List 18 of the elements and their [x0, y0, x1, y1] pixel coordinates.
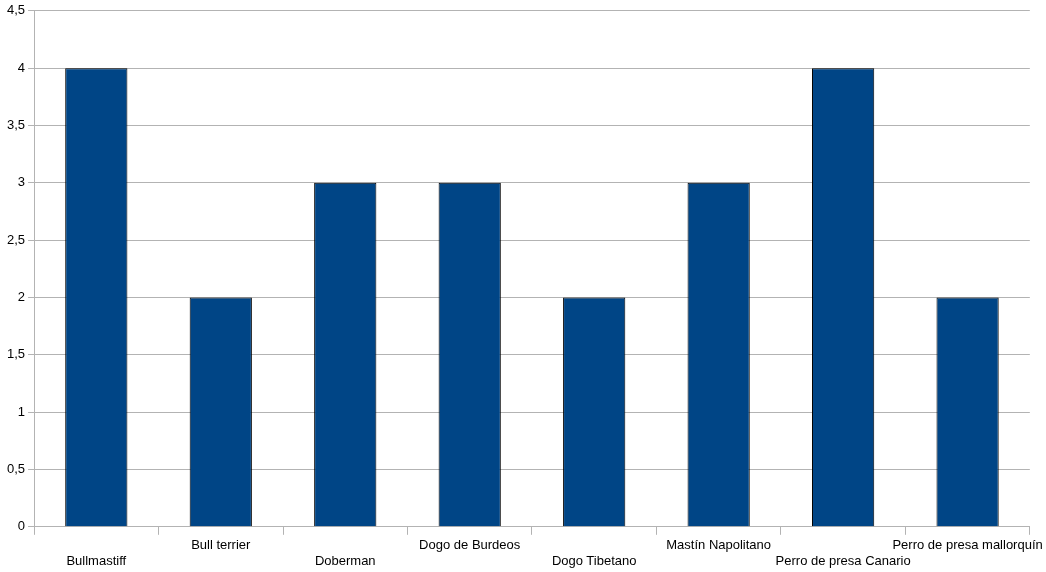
x-tick-label: Doberman — [314, 552, 376, 568]
y-tick-label: 0,5 — [6, 461, 26, 477]
x-tick-label: Dogo de Burdeos — [419, 537, 521, 553]
y-tick-label: 0 — [17, 518, 26, 534]
y-tick-label: 2 — [17, 289, 26, 305]
x-tick-label: Bullmastiff — [66, 552, 127, 568]
y-tick-label: 1 — [17, 403, 26, 419]
y-tick-label: 2,5 — [6, 231, 26, 247]
y-tick-label: 4,5 — [6, 2, 26, 18]
y-tick-label: 4 — [17, 59, 26, 75]
y-tick-label: 3 — [17, 174, 26, 190]
y-tick-label: 1,5 — [6, 346, 26, 362]
x-tick-label: Mastín Napolitano — [666, 537, 772, 553]
x-tick-label: Dogo Tibetano — [551, 552, 637, 568]
y-tick-label: 3,5 — [6, 117, 26, 133]
x-tick-label: Perro de presa mallorquín — [892, 537, 1043, 553]
x-tick-label: Bull terrier — [191, 537, 252, 553]
x-tick-label: Perro de presa Canario — [775, 552, 911, 568]
